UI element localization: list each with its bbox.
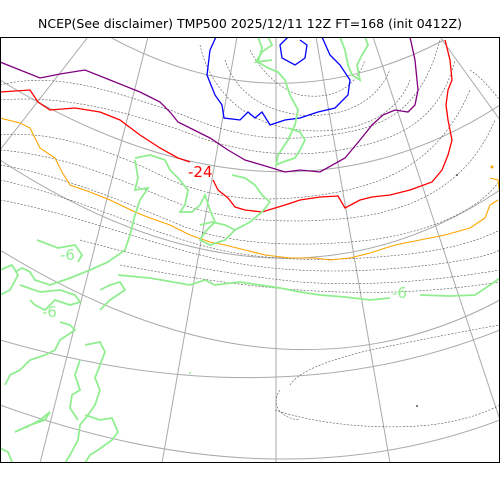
map-frame	[0, 37, 500, 463]
map-title: NCEP(See disclaimer) TMP500 2025/12/11 1…	[38, 16, 462, 31]
isotherm-red	[0, 39, 453, 213]
parallel-gridlines	[0, 37, 500, 460]
isotherms-green	[0, 37, 500, 463]
meridian-gridlines	[0, 37, 500, 463]
orange-dot	[490, 165, 494, 169]
contour-label-green: -6	[392, 284, 407, 302]
contour-label-green: -6	[42, 303, 57, 321]
isotherm-orange	[0, 117, 500, 261]
dot	[456, 174, 458, 176]
isotherm-blue	[206, 37, 351, 126]
isotherms-dotted	[0, 39, 500, 428]
contour-label-green: -6	[60, 246, 75, 264]
green-dot	[189, 372, 191, 374]
isotherm-purple	[0, 37, 419, 173]
dot	[416, 405, 418, 407]
contour-label-red: -24	[188, 163, 213, 181]
isotherm-blue-closed	[279, 37, 308, 66]
